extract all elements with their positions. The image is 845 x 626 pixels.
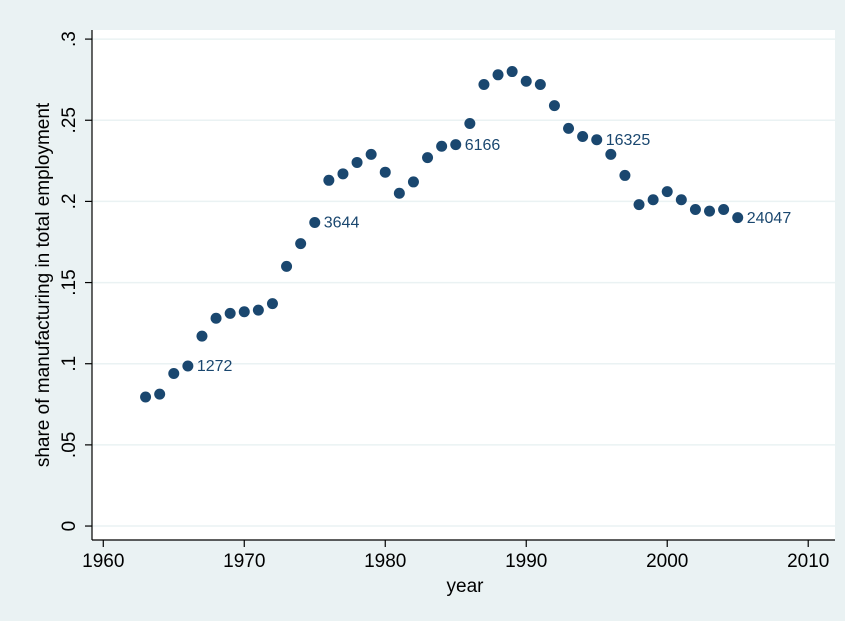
y-tick-label: .1 [59, 356, 80, 372]
point [577, 130, 589, 142]
point [436, 140, 448, 152]
point-label: 6166 [465, 137, 501, 154]
y-tick-label: 0 [59, 521, 80, 532]
point [464, 117, 476, 129]
point-label: 3644 [324, 215, 360, 232]
point [619, 169, 631, 181]
point [661, 186, 673, 198]
point [238, 306, 250, 318]
y-tick-label: .15 [59, 269, 80, 295]
point-label: 1272 [197, 358, 233, 375]
point [182, 360, 194, 372]
point-label: 16325 [606, 132, 651, 149]
point [309, 217, 321, 229]
point [605, 148, 617, 160]
point [196, 330, 208, 342]
point [563, 122, 575, 134]
x-axis-title: year [447, 576, 485, 597]
point [281, 260, 293, 272]
point [450, 139, 462, 151]
point [224, 307, 236, 319]
point-label: 24047 [747, 210, 792, 227]
y-tick-label: .25 [59, 107, 80, 133]
y-axis-title: share of manufacturing in total employme… [33, 102, 54, 467]
y-tick-label: .05 [59, 432, 80, 458]
point [266, 298, 278, 310]
point [210, 312, 222, 324]
y-tick-label: .3 [59, 31, 80, 47]
x-tick-label: 1960 [82, 551, 124, 572]
point [295, 238, 307, 250]
point [140, 391, 152, 403]
point [365, 148, 377, 160]
point [252, 304, 264, 316]
point [704, 205, 716, 217]
point [351, 156, 363, 168]
point [168, 367, 180, 379]
x-tick-label: 1980 [364, 551, 406, 572]
point [492, 69, 504, 81]
x-tick-label: 2000 [646, 551, 688, 572]
point [548, 100, 560, 112]
point [422, 152, 434, 164]
point [379, 166, 391, 178]
point [407, 176, 419, 188]
x-tick-label: 1990 [505, 551, 547, 572]
point [591, 134, 603, 146]
point [323, 174, 335, 186]
point [393, 187, 405, 199]
x-tick-label: 2010 [787, 551, 829, 572]
point [478, 79, 490, 91]
point [647, 194, 659, 206]
point [732, 212, 744, 224]
point [718, 204, 730, 216]
x-tick-label: 1970 [223, 551, 265, 572]
plot-area [92, 30, 835, 540]
point [689, 204, 701, 216]
point [154, 388, 166, 400]
point [675, 194, 687, 206]
point [534, 79, 546, 91]
point [633, 199, 645, 211]
point [520, 75, 532, 87]
point [337, 168, 349, 180]
y-tick-label: .2 [59, 193, 80, 209]
point [506, 66, 518, 78]
